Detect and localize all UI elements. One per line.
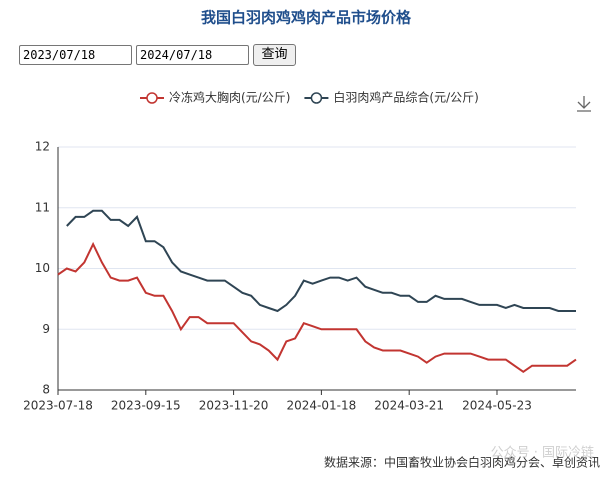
download-icon[interactable] bbox=[577, 96, 591, 112]
legend-item[interactable]: 冷冻鸡大胸肉(元/公斤) bbox=[140, 90, 290, 105]
x-tick-label: 2023-11-20 bbox=[199, 399, 269, 413]
query-button[interactable]: 查询 bbox=[253, 44, 296, 66]
watermark: 公众号 · 国际冷链 bbox=[491, 446, 594, 461]
y-tick-label: 10 bbox=[35, 261, 50, 275]
legend-label: 冷冻鸡大胸肉(元/公斤) bbox=[169, 90, 290, 105]
series-line bbox=[66, 209, 576, 313]
legend-symbol bbox=[146, 92, 158, 104]
y-tick-label: 8 bbox=[42, 383, 50, 397]
y-tick-label: 9 bbox=[42, 322, 50, 336]
source-note: 数据来源：中国畜牧业协会白羽肉鸡分会、卓创资讯 bbox=[324, 455, 600, 470]
end-date-input[interactable]: 2024/07/18 bbox=[136, 45, 249, 65]
download-glyph bbox=[577, 96, 591, 112]
x-tick-label: 2023-09-15 bbox=[111, 399, 181, 413]
x-tick-label: 2024-03-21 bbox=[374, 399, 444, 413]
x-tick-label: 2024-01-18 bbox=[287, 399, 357, 413]
start-date-input[interactable]: 2023/07/18 bbox=[19, 45, 132, 65]
legend-item[interactable]: 白羽肉鸡产品综合(元/公斤) bbox=[304, 90, 479, 105]
chart-title: 我国白羽肉鸡鸡肉产品市场价格 bbox=[201, 9, 412, 27]
legend-symbol bbox=[310, 92, 323, 104]
series-line bbox=[57, 241, 577, 374]
y-tick-label: 12 bbox=[35, 140, 50, 154]
x-tick-label: 2024-05-23 bbox=[462, 399, 532, 413]
y-tick-label: 11 bbox=[35, 200, 50, 214]
legend-label: 白羽肉鸡产品综合(元/公斤) bbox=[333, 90, 478, 105]
x-tick-label: 2023-07-18 bbox=[23, 399, 93, 413]
